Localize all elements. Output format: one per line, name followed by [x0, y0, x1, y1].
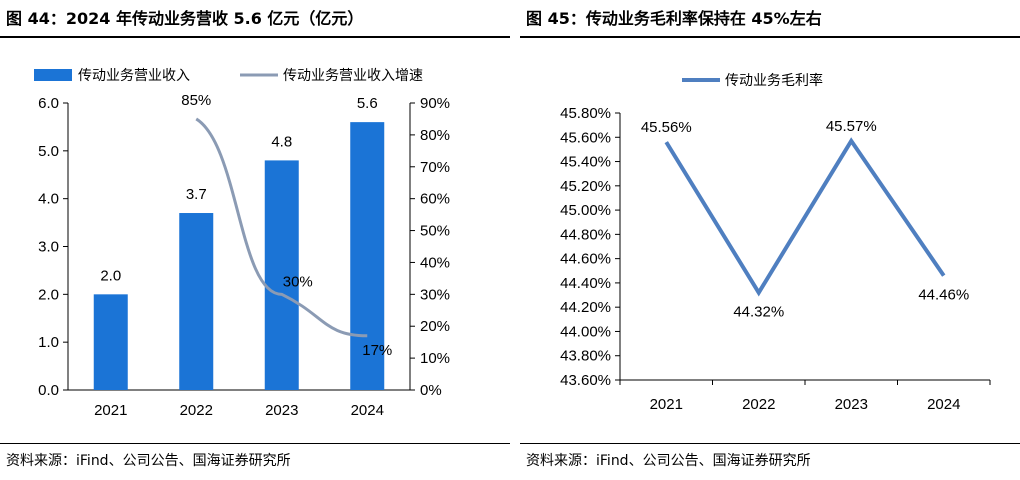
x-tick-label: 2022: [742, 396, 775, 413]
x-tick-label: 2022: [180, 402, 213, 419]
revenue-bar: [264, 160, 299, 390]
right-y-tick-label: 80%: [420, 127, 450, 144]
revenue-bar-line-chart: 传动业务营业收入 传动业务营业收入增速 0.0 1.0 2.0 3.0 4.0 5.0 6.0 0…: [34, 67, 450, 419]
revenue-bar: [179, 213, 214, 390]
legend-label-growth: 传动业务营业收入增速: [283, 67, 423, 83]
y-tick-label: 44.80%: [560, 226, 611, 243]
growth-data-label: 17%: [362, 342, 392, 359]
figure-45-panel: 图 45：传动业务毛利率保持在 45%左右 传动业务毛利率 43.60% 43.80…: [520, 0, 1020, 480]
right-y-tick-label: 50%: [420, 223, 450, 240]
y-tick-label: 43.80%: [560, 348, 611, 365]
right-y-tick-label: 40%: [420, 254, 450, 271]
margin-data-label: 45.56%: [641, 119, 692, 136]
revenue-bar-label: 3.7: [186, 186, 207, 203]
figure-44-bottom-rule: [0, 443, 510, 444]
y-tick-label: 45.20%: [560, 178, 611, 195]
left-y-tick-label: 5.0: [38, 143, 59, 160]
right-y-tick-label: 90%: [420, 95, 450, 112]
right-y-tick-label: 60%: [420, 191, 450, 208]
figure-45-title: 图 45：传动业务毛利率保持在 45%左右: [526, 9, 822, 28]
legend-label-margin: 传动业务毛利率: [725, 72, 823, 88]
gross-margin-line-chart: 传动业务毛利率 43.60% 43.80% 44.00% 44.20% 44.40% 44.…: [560, 72, 991, 413]
figure-44-title: 图 44：2024 年传动业务营收 5.6 亿元（亿元）: [6, 9, 364, 28]
growth-data-label: 30%: [283, 273, 313, 290]
figure-44-source: 资料来源：iFind、公司公告、国海证券研究所: [6, 453, 291, 469]
x-tick-label: 2021: [94, 402, 127, 419]
left-y-tick-label: 4.0: [38, 191, 59, 208]
legend-swatch-revenue: [34, 69, 72, 81]
figure-44-panel: 图 44：2024 年传动业务营收 5.6 亿元（亿元） 传动业务营业收入 传动业…: [0, 9, 510, 469]
left-y-tick-label: 3.0: [38, 239, 59, 256]
growth-data-label: 85%: [181, 92, 211, 109]
right-y-tick-label: 20%: [420, 318, 450, 335]
x-tick-label: 2024: [351, 402, 384, 419]
figure-45-top-rule: [520, 36, 1020, 38]
y-tick-label: 44.40%: [560, 275, 611, 292]
y-tick-label: 45.40%: [560, 154, 611, 171]
left-y-tick-label: 6.0: [38, 95, 59, 112]
y-tick-label: 43.60%: [560, 372, 611, 389]
growth-line: [195, 117, 368, 338]
left-y-tick-label: 2.0: [38, 286, 59, 303]
revenue-bar: [350, 122, 385, 390]
right-y-tick-label: 30%: [420, 286, 450, 303]
left-y-tick-label: 0.0: [38, 382, 59, 399]
revenue-bar-label: 2.0: [100, 267, 121, 284]
y-tick-label: 44.20%: [560, 299, 611, 316]
figure-44-top-rule: [0, 36, 510, 38]
right-y-tick-label: 0%: [420, 382, 442, 399]
left-y-tick-label: 1.0: [38, 334, 59, 351]
right-y-tick-label: 10%: [420, 350, 450, 367]
legend-label-revenue: 传动业务营业收入: [78, 67, 190, 83]
y-tick-label: 45.00%: [560, 202, 611, 219]
y-tick-label: 44.60%: [560, 251, 611, 268]
y-tick-label: 45.80%: [560, 105, 611, 122]
revenue-bar-label: 4.8: [271, 133, 292, 150]
x-tick-label: 2024: [927, 396, 960, 413]
margin-data-label: 44.46%: [918, 287, 969, 304]
y-tick-label: 45.60%: [560, 129, 611, 146]
y-tick-label: 44.00%: [560, 323, 611, 340]
x-tick-label: 2023: [265, 402, 298, 419]
figure-45-source: 资料来源：iFind、公司公告、国海证券研究所: [526, 453, 811, 469]
revenue-bar-label: 5.6: [357, 95, 378, 112]
x-tick-label: 2023: [835, 396, 868, 413]
right-y-tick-label: 70%: [420, 159, 450, 176]
x-tick-label: 2021: [650, 396, 683, 413]
figure-45-bottom-rule: [520, 443, 1020, 444]
margin-line: [664, 137, 946, 297]
revenue-bar: [93, 294, 128, 390]
margin-data-label: 44.32%: [733, 304, 784, 321]
margin-data-label: 45.57%: [826, 118, 877, 135]
